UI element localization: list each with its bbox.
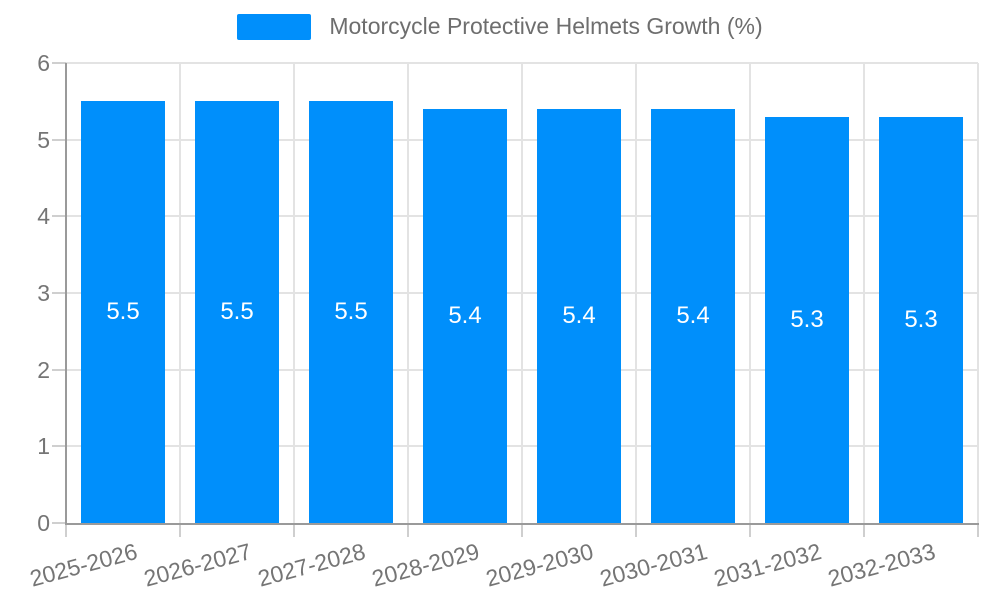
x-axis-tick [749,523,751,537]
x-axis-tick-label: 2028-2029 [369,537,482,592]
bar-value-label: 5.3 [790,305,824,333]
x-axis-tick-label: 2025-2026 [27,537,140,592]
x-axis-tick-label: 2032-2033 [825,537,938,592]
y-axis-line [65,63,67,525]
x-axis-tick-label: 2027-2028 [255,537,368,592]
x-axis-tick [65,523,67,537]
gridline-vertical [635,63,637,523]
bar[interactable] [81,101,165,523]
bar[interactable] [537,109,621,523]
y-axis-tick [52,138,66,141]
bar-value-label: 5.4 [676,302,710,329]
y-axis-tick-label: 1 [37,433,50,460]
gridline-vertical [977,63,979,523]
bar-value-label: 5.3 [904,305,938,333]
x-axis-tick [863,523,865,537]
y-axis-tick-label: 6 [37,50,50,76]
y-axis-tick [52,445,66,448]
y-axis-tick [52,215,66,218]
x-axis-tick [293,523,295,537]
bar-value-label: 5.4 [448,302,482,329]
y-axis-tick [52,522,66,524]
bar[interactable] [651,109,735,523]
bar[interactable] [309,101,393,523]
legend-item[interactable]: Motorcycle Protective Helmets Growth (%) [0,13,1000,40]
gridline-vertical [521,63,523,523]
bar[interactable] [879,116,963,523]
y-axis-tick-label: 4 [37,203,50,230]
gridline-vertical [179,63,181,523]
gridline-vertical [407,63,409,523]
y-axis-tick [52,368,66,371]
x-axis-tick [179,523,181,537]
bar-value-label: 5.5 [334,298,368,326]
bar-value-label: 5.5 [106,298,140,326]
x-axis-tick [635,523,637,537]
gridline-vertical [863,63,865,523]
y-axis-tick-label: 5 [37,126,50,153]
bar-value-label: 5.5 [220,298,254,326]
bar[interactable] [195,101,279,523]
x-axis-tick [407,523,409,537]
bar-value-label: 5.4 [562,302,596,329]
bar[interactable] [423,109,507,523]
bar[interactable] [765,116,849,523]
legend-swatch-icon [237,13,312,40]
x-axis-tick-label: 2026-2027 [141,537,254,592]
y-axis-tick-label: 0 [37,510,50,536]
y-axis-tick [52,62,66,64]
x-axis-tick [977,523,979,537]
y-axis-tick-label: 3 [37,280,50,306]
x-axis-tick-label: 2030-2031 [597,537,710,592]
legend-label: Motorcycle Protective Helmets Growth (%) [329,13,763,39]
x-axis-tick [521,523,523,537]
gridline-vertical [293,63,295,523]
x-axis-tick-label: 2031-2032 [711,537,824,592]
x-axis-tick-label: 2029-2030 [483,537,596,592]
x-axis-line [65,523,979,525]
gridline-vertical [749,63,751,523]
y-axis-tick-label: 2 [37,356,50,383]
y-axis-tick [52,292,66,294]
